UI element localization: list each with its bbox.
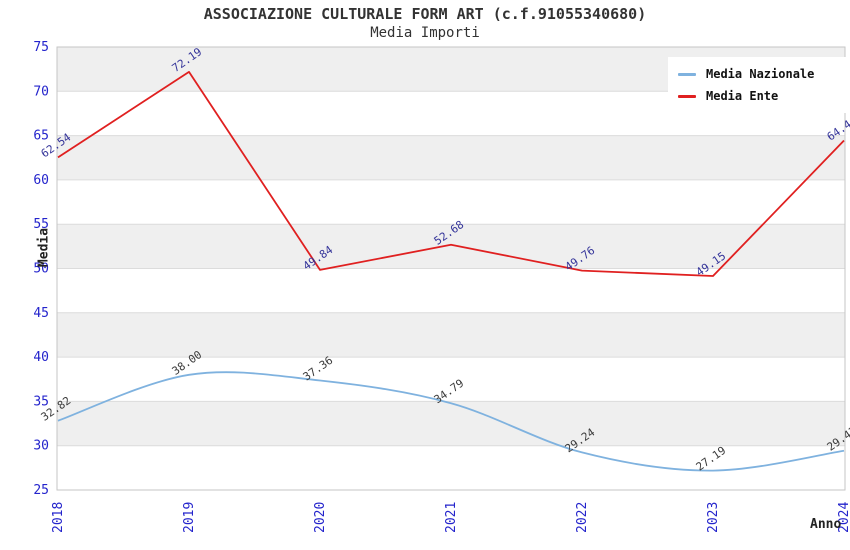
y-tick-label: 65 — [33, 129, 49, 144]
series-line-media-ente — [57, 70, 845, 277]
x-tick-label: 2021 — [444, 502, 459, 533]
y-axis-title: Media — [36, 227, 52, 268]
x-tick-label: 2018 — [51, 502, 66, 533]
chart-title: ASSOCIAZIONE CULTURALE FORM ART (c.f.910… — [203, 5, 647, 23]
y-tick-label: 75 — [33, 40, 49, 55]
x-axis-title: Anno — [810, 517, 842, 532]
legend-item-media-ente: Media Ente — [678, 85, 846, 107]
legend: Media Nazionale Media Ente — [668, 57, 846, 113]
plot-band — [57, 224, 845, 269]
y-tick-label: 50 — [33, 262, 49, 277]
legend-label: Media Nazionale — [706, 67, 815, 81]
plot-band — [57, 401, 845, 446]
y-tick-label: 30 — [33, 439, 49, 454]
plot-band — [57, 135, 845, 180]
point-value-label: 27.19 — [694, 444, 729, 474]
y-tick-label: 35 — [33, 394, 49, 409]
point-value-label: 64.44 — [825, 114, 850, 144]
x-tick-label: 2023 — [706, 502, 721, 533]
y-tick-label: 25 — [33, 483, 49, 498]
x-tick-label: 2020 — [313, 502, 328, 533]
y-tick-label: 45 — [33, 306, 49, 321]
x-tick-label: 2022 — [575, 502, 590, 533]
point-value-label: 37.36 — [301, 354, 336, 384]
x-tick-label: 2024 — [837, 502, 850, 533]
legend-label: Media Ente — [706, 89, 779, 103]
legend-swatch-media-ente — [678, 94, 696, 98]
plot-border — [56, 46, 846, 491]
y-tick-label: 40 — [33, 350, 49, 365]
legend-item-media-nazionale: Media Nazionale — [678, 63, 846, 85]
y-tick-label: 70 — [33, 84, 49, 99]
chart-subtitle: Media Importi — [370, 25, 480, 41]
y-tick-label: 55 — [33, 217, 49, 232]
plot-band — [57, 312, 845, 358]
legend-swatch-media-nazionale — [678, 72, 696, 76]
y-tick-label: 60 — [33, 173, 49, 188]
x-tick-label: 2019 — [182, 502, 197, 533]
series-line-media-nazionale — [57, 371, 845, 472]
